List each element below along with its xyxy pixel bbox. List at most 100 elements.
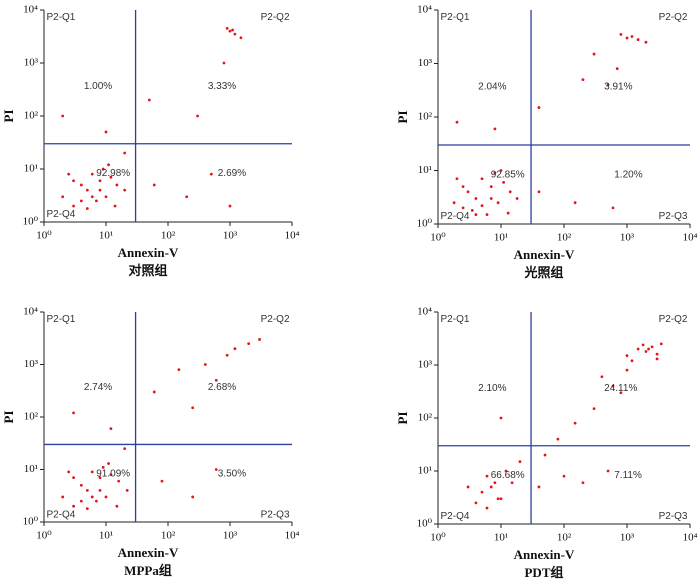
y-tick-label: 10² xyxy=(418,111,433,123)
x-tick-label: 10⁰ xyxy=(430,232,446,244)
quadrant-name: P2-Q4 xyxy=(441,511,470,522)
event-dot xyxy=(506,211,510,215)
y-tick-label: 10⁴ xyxy=(417,306,432,318)
event-dot xyxy=(461,206,465,210)
x-tick-label: 10⁴ xyxy=(683,532,698,544)
event-dot xyxy=(125,488,129,492)
event-dot xyxy=(619,32,623,36)
x-tick-label: 10⁰ xyxy=(36,230,52,242)
event-dot xyxy=(543,453,547,457)
event-dot xyxy=(562,474,566,478)
event-dot xyxy=(647,347,650,351)
y-tick-label: 10¹ xyxy=(24,463,38,475)
event-dot xyxy=(625,368,629,372)
y-tick-label: 10¹ xyxy=(418,164,432,176)
event-dot xyxy=(147,98,151,102)
event-dot xyxy=(485,213,489,216)
event-dot xyxy=(466,190,470,194)
event-dot xyxy=(85,207,89,210)
event-dot xyxy=(573,421,577,425)
event-dot xyxy=(474,213,478,216)
event-dot xyxy=(466,485,470,489)
panel-caption: PDT组 xyxy=(524,565,563,580)
event-dot xyxy=(606,469,610,473)
quadrant-percent: 2.10% xyxy=(478,383,506,394)
event-dot xyxy=(79,199,83,203)
event-dot xyxy=(79,183,83,187)
x-tick-label: 10³ xyxy=(223,230,238,242)
event-dot xyxy=(79,483,83,487)
quadrant-name: P2-Q1 xyxy=(441,12,470,23)
event-dot xyxy=(611,206,615,210)
y-tick-label: 10² xyxy=(24,411,39,423)
event-dot xyxy=(72,204,75,208)
event-dot xyxy=(104,495,108,499)
y-tick-label: 10³ xyxy=(418,359,433,371)
y-tick-label: 10⁰ xyxy=(23,216,39,228)
quadrant-percent: 3.50% xyxy=(218,468,246,479)
event-dot xyxy=(636,38,640,41)
event-dot xyxy=(123,151,127,155)
event-dot xyxy=(123,188,127,192)
event-dot xyxy=(489,185,493,189)
event-dot xyxy=(581,481,585,485)
y-tick-label: 10⁰ xyxy=(417,518,433,530)
event-dot xyxy=(493,481,497,485)
event-dot xyxy=(655,352,659,356)
quadrant-name: P2-Q3 xyxy=(261,509,290,520)
event-dot xyxy=(98,476,102,480)
x-tick-label: 10³ xyxy=(223,530,238,542)
quadrant-name: P2-Q1 xyxy=(441,314,470,325)
event-dot xyxy=(592,407,596,411)
event-dot xyxy=(214,468,218,471)
event-dot xyxy=(258,338,261,341)
event-dot xyxy=(90,470,94,474)
event-dot xyxy=(101,167,105,171)
event-dot xyxy=(117,479,121,483)
event-dot xyxy=(203,363,207,366)
event-dot xyxy=(107,462,110,465)
event-dot xyxy=(85,507,89,510)
panel-caption: 对照组 xyxy=(128,263,167,278)
event-dot xyxy=(644,40,648,44)
event-dot xyxy=(109,427,113,431)
event-dot xyxy=(185,195,189,199)
y-tick-label: 10² xyxy=(418,412,433,424)
event-dot xyxy=(228,204,232,208)
event-dot xyxy=(228,29,232,33)
quadrant-name: P2-Q3 xyxy=(659,511,688,522)
x-tick-label: 10⁰ xyxy=(36,530,52,542)
event-dot xyxy=(152,390,156,394)
x-tick-label: 10⁴ xyxy=(683,232,698,244)
event-dot xyxy=(98,188,102,192)
event-dot xyxy=(518,460,522,464)
event-dot xyxy=(480,177,484,181)
x-tick-label: 10³ xyxy=(620,532,635,544)
event-dot xyxy=(455,120,459,124)
event-dot xyxy=(152,183,156,187)
x-tick-label: 10⁰ xyxy=(430,532,446,544)
quadrant-name: P2-Q4 xyxy=(441,211,470,222)
y-tick-label: 10³ xyxy=(24,57,39,69)
event-dot xyxy=(485,506,489,510)
event-dot xyxy=(493,171,497,175)
x-axis-label: Annexin-V xyxy=(118,245,179,260)
panel-caption: MPPa组 xyxy=(124,563,172,578)
y-tick-label: 10⁰ xyxy=(23,516,39,528)
y-tick-label: 10¹ xyxy=(24,163,38,175)
event-dot xyxy=(485,474,489,478)
y-axis-label: PI xyxy=(395,111,410,124)
y-axis-label: PI xyxy=(395,412,410,425)
event-dot xyxy=(72,411,75,415)
event-dot xyxy=(67,172,71,176)
event-dot xyxy=(502,180,506,184)
quadrant-name: P2-Q3 xyxy=(659,211,688,222)
event-dot xyxy=(537,190,541,194)
event-dot xyxy=(191,495,195,499)
event-dot xyxy=(90,495,94,499)
x-tick-label: 10³ xyxy=(620,232,635,244)
y-tick-label: 10³ xyxy=(24,358,39,370)
x-axis-label: Annexin-V xyxy=(118,545,179,560)
x-axis-label: Annexin-V xyxy=(514,247,575,262)
event-dot xyxy=(61,495,65,499)
